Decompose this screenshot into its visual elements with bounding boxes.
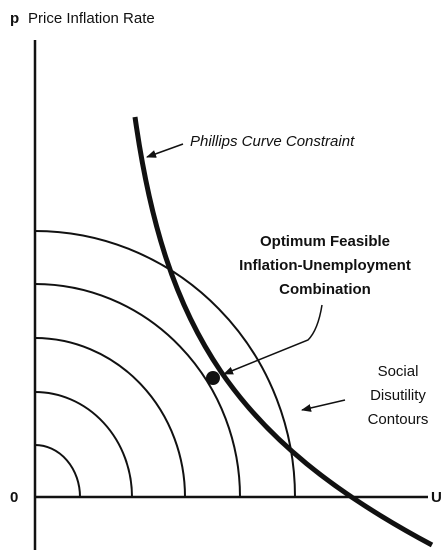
contours-label: Social: [378, 363, 419, 380]
arrow: [146, 143, 184, 158]
optimum-label: Inflation-Unemployment: [239, 257, 411, 274]
y-symbol: p: [10, 10, 19, 27]
optimum-point: [206, 371, 220, 385]
optimum-label: Combination: [279, 281, 371, 298]
contours-label: Disutility: [370, 387, 426, 404]
contour: [34, 391, 133, 498]
contour: [34, 230, 296, 498]
phillips-label: Phillips Curve Constraint: [190, 133, 355, 150]
arrow: [301, 399, 346, 412]
phillips-curve: [132, 116, 434, 548]
optimum-label: Optimum Feasible: [260, 233, 390, 250]
x-label: U: [431, 489, 442, 506]
arrow: [223, 304, 323, 375]
y-label: Price Inflation Rate: [28, 10, 155, 27]
contour: [34, 337, 186, 498]
contour: [34, 444, 81, 498]
origin-label: 0: [10, 489, 18, 506]
contour: [34, 283, 241, 498]
contours: [34, 230, 296, 498]
contours-label: Contours: [368, 411, 429, 428]
